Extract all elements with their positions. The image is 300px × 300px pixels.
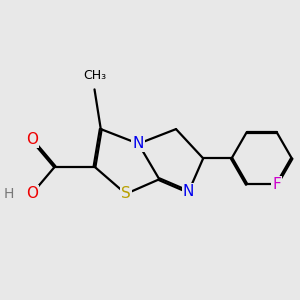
- Text: CH₃: CH₃: [83, 69, 106, 82]
- Text: N: N: [133, 136, 144, 151]
- Text: H: H: [4, 187, 14, 201]
- Text: O: O: [26, 186, 38, 201]
- Text: S: S: [121, 186, 131, 201]
- Text: F: F: [272, 177, 281, 192]
- Text: O: O: [26, 132, 38, 147]
- Text: N: N: [183, 184, 194, 199]
